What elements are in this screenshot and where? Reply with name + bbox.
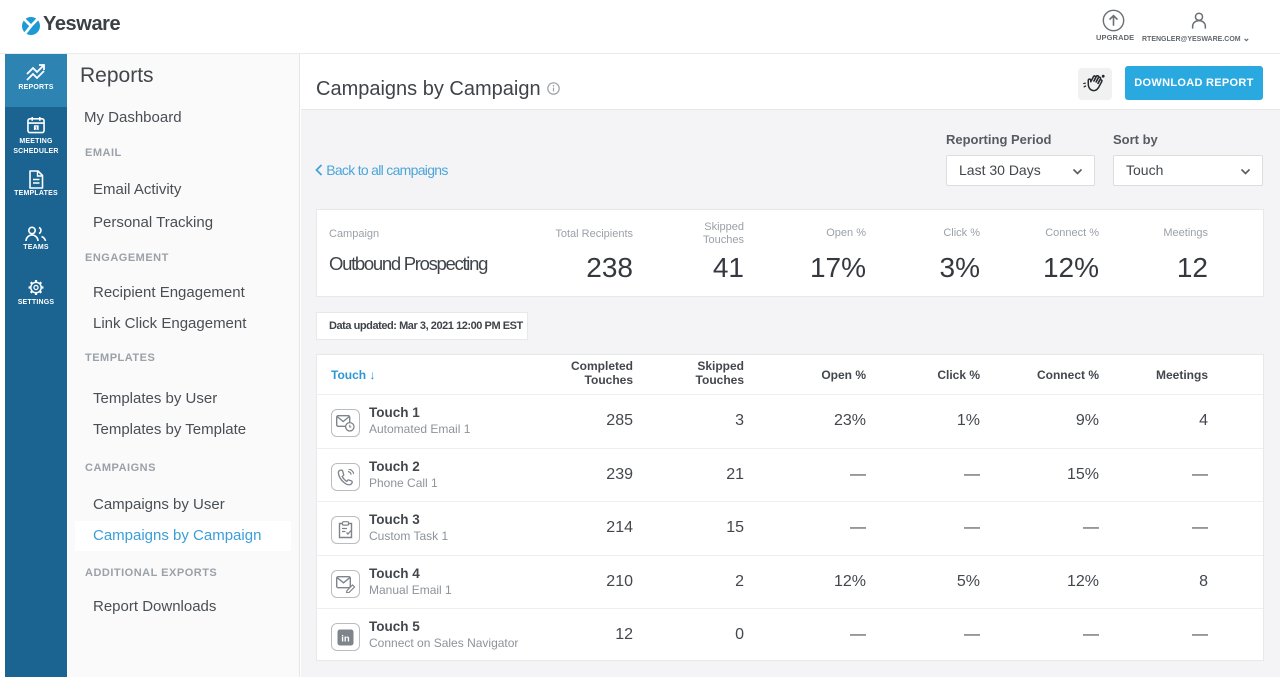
svg-text:in: in — [341, 634, 350, 645]
svg-text:1: 1 — [35, 125, 38, 130]
